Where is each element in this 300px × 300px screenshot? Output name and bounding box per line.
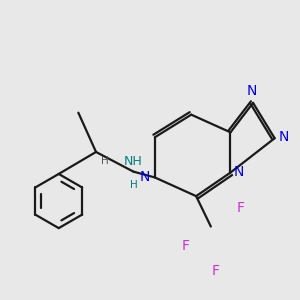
Text: H: H [101, 156, 109, 167]
Text: F: F [182, 239, 190, 253]
Text: NH: NH [123, 155, 142, 168]
Text: N: N [140, 169, 151, 184]
Text: H: H [130, 180, 138, 190]
Text: F: F [212, 264, 220, 278]
Text: N: N [278, 130, 289, 144]
Text: N: N [233, 165, 244, 179]
Text: N: N [246, 84, 257, 98]
Text: F: F [237, 201, 245, 215]
